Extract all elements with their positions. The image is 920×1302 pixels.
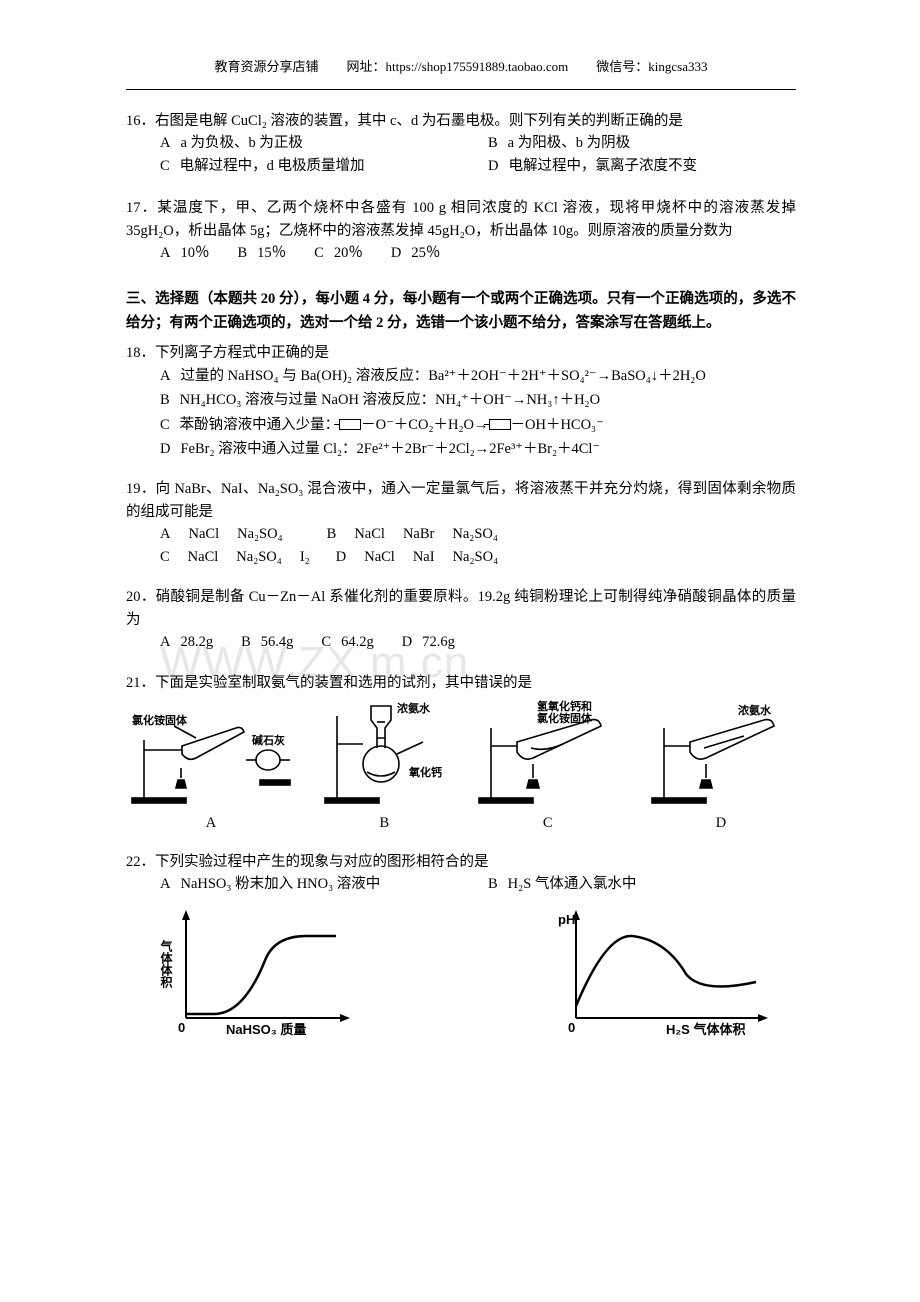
section-3-title: 三、选择题（本题共 20 分），每小题 4 分，每小题有一个或两个正确选项。只有… [126,287,796,336]
apparatus-D-letter: D [646,812,796,834]
header-rule [126,89,796,90]
header-url-label: 网址： [347,59,386,74]
question-22: 22．下列实验过程中产生的现象与对应的图形相符合的是 ANaHSO₃ 粉末加入 … [126,851,796,1042]
q16-option-B: Ba 为阳极、b 为阴极 [488,132,796,154]
apparatus-A: 氯化铵固体 碱石灰 A [126,710,296,834]
q22-stem: 22．下列实验过程中产生的现象与对应的图形相符合的是 [126,851,796,873]
apparatus-A-letter: A [126,812,296,834]
graph-A-svg: 气体体积 0 NaHSO₃ 质量 [136,902,366,1042]
q17-option-D: D25％ [391,242,440,264]
q18-option-A: A过量的 NaHSO₄ 与 Ba(OH)₂ 溶液反应：Ba²⁺＋2OH⁻＋2H⁺… [160,365,772,387]
q21-stem: 21．下面是实验室制取氨气的装置和选用的试剂，其中错误的是 [126,672,796,694]
svg-text:氯化铵固体: 氯化铵固体 [537,711,593,725]
apparatus-B-svg: 浓氨水 氧化钙 [319,698,449,806]
apparatus-D: 浓氨水 D [646,698,796,834]
q19-stem: 19．向 NaBr、NaI、Na₂SO₃ 混合液中，通入一定量氯气后，将溶液蒸干… [126,478,796,523]
question-16: 16．右图是电解 CuCl₂ 溶液的装置，其中 c、d 为石墨电极。则下列有关的… [126,110,796,177]
q19-option-D: D [336,546,346,568]
svg-text:0: 0 [568,1020,575,1035]
question-18: 18．下列离子方程式中正确的是 A过量的 NaHSO₄ 与 Ba(OH)₂ 溶液… [126,342,796,460]
graph-A: 气体体积 0 NaHSO₃ 质量 [136,902,366,1042]
graph-B-svg: pH 0 H₂S 气体体积 [536,902,786,1042]
apparatus-B-letter: B [319,812,449,834]
q18-option-B: BNH₄HCO₃ 溶液与过量 NaOH 溶液反应：NH₄⁺＋OH⁻→NH₃↑＋H… [160,389,772,411]
q22-option-A: ANaHSO₃ 粉末加入 HNO₃ 溶液中 [160,873,468,895]
q16-option-A: Aa 为负极、b 为正极 [160,132,468,154]
question-21: 21．下面是实验室制取氨气的装置和选用的试剂，其中错误的是 [126,672,796,835]
apparatus-A-svg: 氯化铵固体 碱石灰 [126,710,296,806]
q17-option-C: C20％ [314,242,363,264]
q17-option-B: B15％ [237,242,286,264]
q18-option-D: DFeBr₂ 溶液中通入过量 Cl₂：2Fe²⁺＋2Br⁻＋2Cl₂→2Fe³⁺… [160,438,772,460]
apparatus-C: 氢氧化钙和 氯化铵固体 C [473,698,623,834]
question-20: 20．硝酸铜是制备 Cu－Zn－Al 系催化剂的重要原料。19.2g 纯铜粉理论… [126,586,796,653]
svg-text:NaHSO₃ 质量: NaHSO₃ 质量 [226,1022,306,1037]
q20-option-D: D72.6g [402,631,455,653]
svg-text:pH: pH [558,912,575,927]
svg-text:0: 0 [178,1020,185,1035]
phenyl-icon [339,419,361,430]
graph-B: pH 0 H₂S 气体体积 [536,902,786,1042]
apparatus-B: 浓氨水 氧化钙 B [319,698,449,834]
header-shop: 教育资源分享店铺 [215,59,319,74]
svg-text:浓氨水: 浓氨水 [397,701,431,715]
header-wechat-label: 微信号： [596,59,648,74]
svg-text:氯化铵固体: 氯化铵固体 [132,713,188,727]
svg-text:气体体积: 气体体积 [159,938,173,988]
svg-text:浓氨水: 浓氨水 [738,703,772,717]
page-header: 教育资源分享店铺 网址：https://shop175591889.taobao.… [126,56,796,75]
q22-option-B: BH₂S 气体通入氯水中 [488,873,796,895]
svg-text:氧化钙: 氧化钙 [408,765,442,779]
svg-text:氢氧化钙和: 氢氧化钙和 [537,699,592,713]
apparatus-C-svg: 氢氧化钙和 氯化铵固体 [473,698,623,806]
q18-stem: 18．下列离子方程式中正确的是 [126,342,796,364]
q20-stem: 20．硝酸铜是制备 Cu－Zn－Al 系催化剂的重要原料。19.2g 纯铜粉理论… [126,586,796,631]
q17-option-A: A10％ [160,242,209,264]
q16-option-D: D电解过程中，氯离子浓度不变 [488,155,796,177]
q20-option-C: C64.2g [321,631,373,653]
phenyl-icon [489,419,511,430]
q20-option-B: B56.4g [241,631,293,653]
apparatus-C-letter: C [473,812,623,834]
apparatus-D-svg: 浓氨水 [646,698,796,806]
question-19: 19．向 NaBr、NaI、Na₂SO₃ 混合液中，通入一定量氯气后，将溶液蒸干… [126,478,796,568]
q20-option-A: A28.2g [160,631,213,653]
q16-stem: 16．右图是电解 CuCl₂ 溶液的装置，其中 c、d 为石墨电极。则下列有关的… [126,110,796,132]
q17-stem: 17．某温度下，甲、乙两个烧杯中各盛有 100 g 相同浓度的 KCl 溶液，现… [126,197,796,242]
svg-text:H₂S 气体体积: H₂S 气体体积 [666,1022,745,1037]
q19-option-C: C [160,546,170,568]
question-17: 17．某温度下，甲、乙两个烧杯中各盛有 100 g 相同浓度的 KCl 溶液，现… [126,197,796,264]
q18-option-C: C苯酚钠溶液中通入少量：－O⁻＋CO₂＋H₂O→－OH＋HCO₃⁻ [160,414,772,436]
header-wechat: kingcsa333 [648,59,707,74]
q19-option-B: B [327,523,337,545]
svg-text:碱石灰: 碱石灰 [252,733,285,747]
q19-option-A: A [160,523,170,545]
header-url: https://shop175591889.taobao.com [386,59,569,74]
q16-option-C: C电解过程中，d 电极质量增加 [160,155,468,177]
